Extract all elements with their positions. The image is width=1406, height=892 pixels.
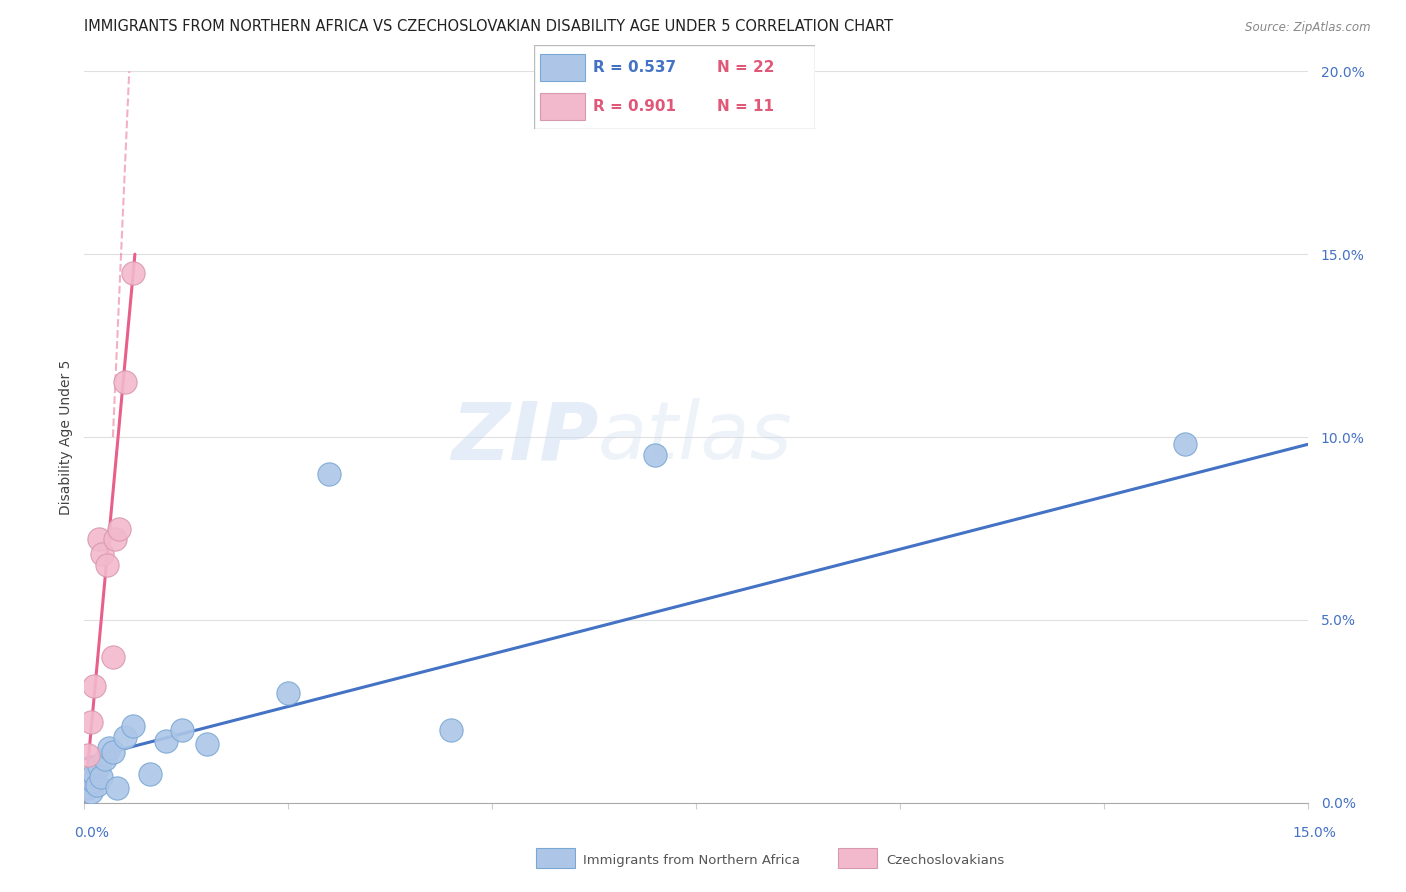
Point xyxy=(86,777,108,792)
Y-axis label: Disability Age Under 5: Disability Age Under 5 xyxy=(59,359,73,515)
Point xyxy=(80,785,103,799)
Point xyxy=(277,686,299,700)
Point xyxy=(97,740,120,755)
Point xyxy=(318,467,340,481)
Text: R = 0.901: R = 0.901 xyxy=(593,99,676,114)
FancyBboxPatch shape xyxy=(534,45,815,129)
Point xyxy=(87,533,110,547)
Point xyxy=(77,781,100,796)
FancyBboxPatch shape xyxy=(536,848,575,868)
Point xyxy=(101,745,124,759)
Point xyxy=(114,730,136,744)
Point xyxy=(1174,437,1197,451)
Text: IMMIGRANTS FROM NORTHERN AFRICA VS CZECHOSLOVAKIAN DISABILITY AGE UNDER 5 CORREL: IMMIGRANTS FROM NORTHERN AFRICA VS CZECH… xyxy=(84,20,893,34)
Point xyxy=(644,449,666,463)
Text: Immigrants from Northern Africa: Immigrants from Northern Africa xyxy=(583,855,800,867)
Text: Source: ZipAtlas.com: Source: ZipAtlas.com xyxy=(1246,21,1371,34)
Text: Czechoslovakians: Czechoslovakians xyxy=(886,855,1004,867)
Point xyxy=(105,781,128,796)
Point xyxy=(96,558,118,573)
Point xyxy=(82,773,104,788)
Text: N = 11: N = 11 xyxy=(717,99,775,114)
Point xyxy=(83,679,105,693)
FancyBboxPatch shape xyxy=(540,93,585,120)
Point xyxy=(172,723,194,737)
Point xyxy=(440,723,463,737)
FancyBboxPatch shape xyxy=(838,848,877,868)
Point xyxy=(138,766,160,780)
Text: N = 22: N = 22 xyxy=(717,60,775,75)
Point xyxy=(80,715,103,730)
Point xyxy=(77,748,100,763)
Point xyxy=(104,533,127,547)
Text: atlas: atlas xyxy=(598,398,793,476)
Point xyxy=(91,547,114,561)
Text: 0.0%: 0.0% xyxy=(75,826,108,839)
Point xyxy=(101,649,124,664)
Point xyxy=(83,766,105,780)
Point xyxy=(114,376,136,390)
Text: ZIP: ZIP xyxy=(451,398,598,476)
Text: R = 0.537: R = 0.537 xyxy=(593,60,676,75)
Text: 15.0%: 15.0% xyxy=(1292,826,1337,839)
Point xyxy=(90,770,112,784)
Point xyxy=(122,266,145,280)
Point xyxy=(107,521,129,535)
Point xyxy=(87,759,110,773)
FancyBboxPatch shape xyxy=(540,54,585,81)
Point xyxy=(122,719,145,733)
Point xyxy=(93,752,115,766)
Point xyxy=(195,737,218,751)
Point xyxy=(155,733,177,747)
